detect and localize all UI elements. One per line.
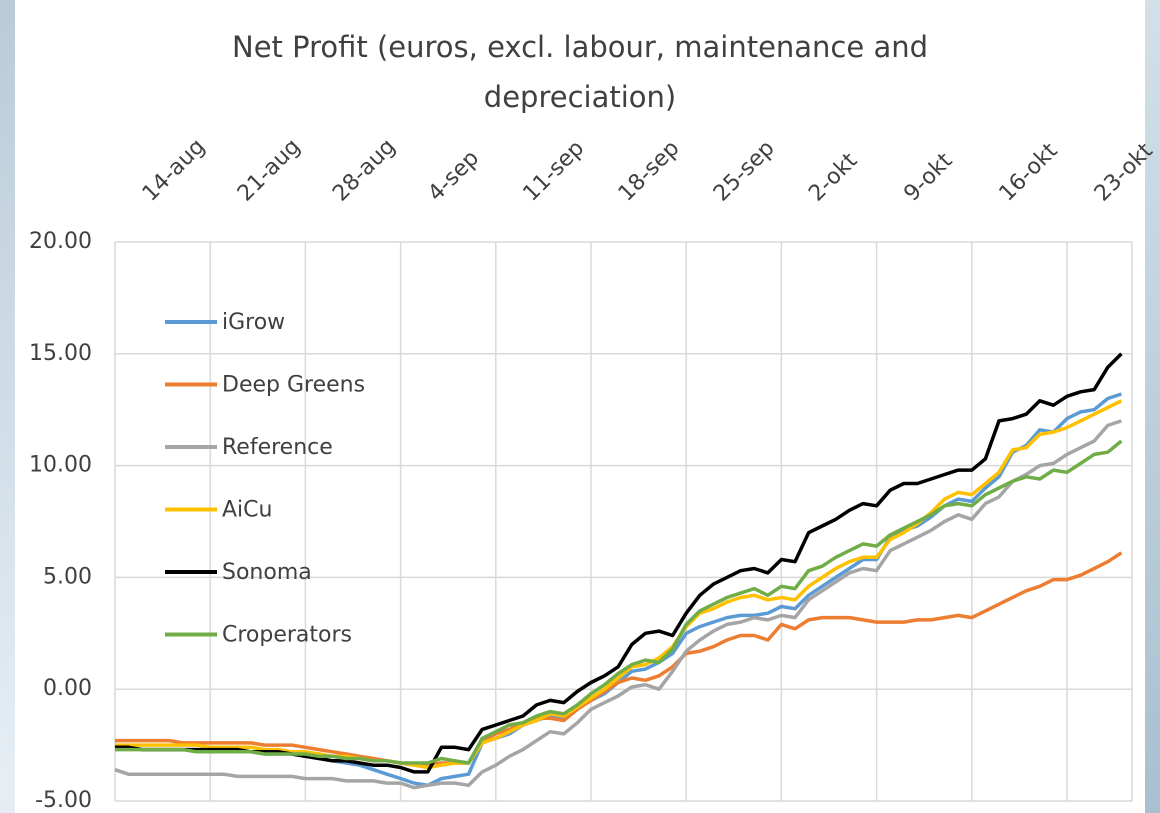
x-tick-label: 28-aug [328,134,400,206]
series-line [115,441,1121,763]
y-tick-label: 10.00 [29,453,92,478]
x-tick-label: 14-aug [138,134,210,206]
chart-title: Net Profit (euros, excl. labour, mainten… [200,22,960,122]
y-tick-label: 15.00 [29,341,92,366]
legend-label: Reference [222,435,333,460]
x-tick-label: 21-aug [233,134,305,206]
y-tick-label: 20.00 [29,229,92,254]
y-tick-label: 5.00 [43,564,92,589]
y-tick-label: 0.00 [43,676,92,701]
x-tick-label: 11-sep [519,136,590,207]
x-tick-label: 9-okt [899,148,957,206]
x-tick-label: 4-sep [423,146,484,207]
series-line [115,421,1121,788]
legend-label: Croperators [222,623,352,648]
x-tick-label: 25-sep [709,136,780,207]
legend-label: iGrow [222,310,285,335]
y-tick-label: -5.00 [35,788,92,813]
x-tick-label: 18-sep [614,136,685,207]
legend-label: Sonoma [222,560,312,585]
x-tick-label: 2-okt [804,148,862,206]
legend-label: AiCu [222,498,272,523]
x-tick-label: 16-okt [995,138,1063,206]
x-tick-label: 23-okt [1090,138,1158,206]
legend-label: Deep Greens [222,373,365,398]
